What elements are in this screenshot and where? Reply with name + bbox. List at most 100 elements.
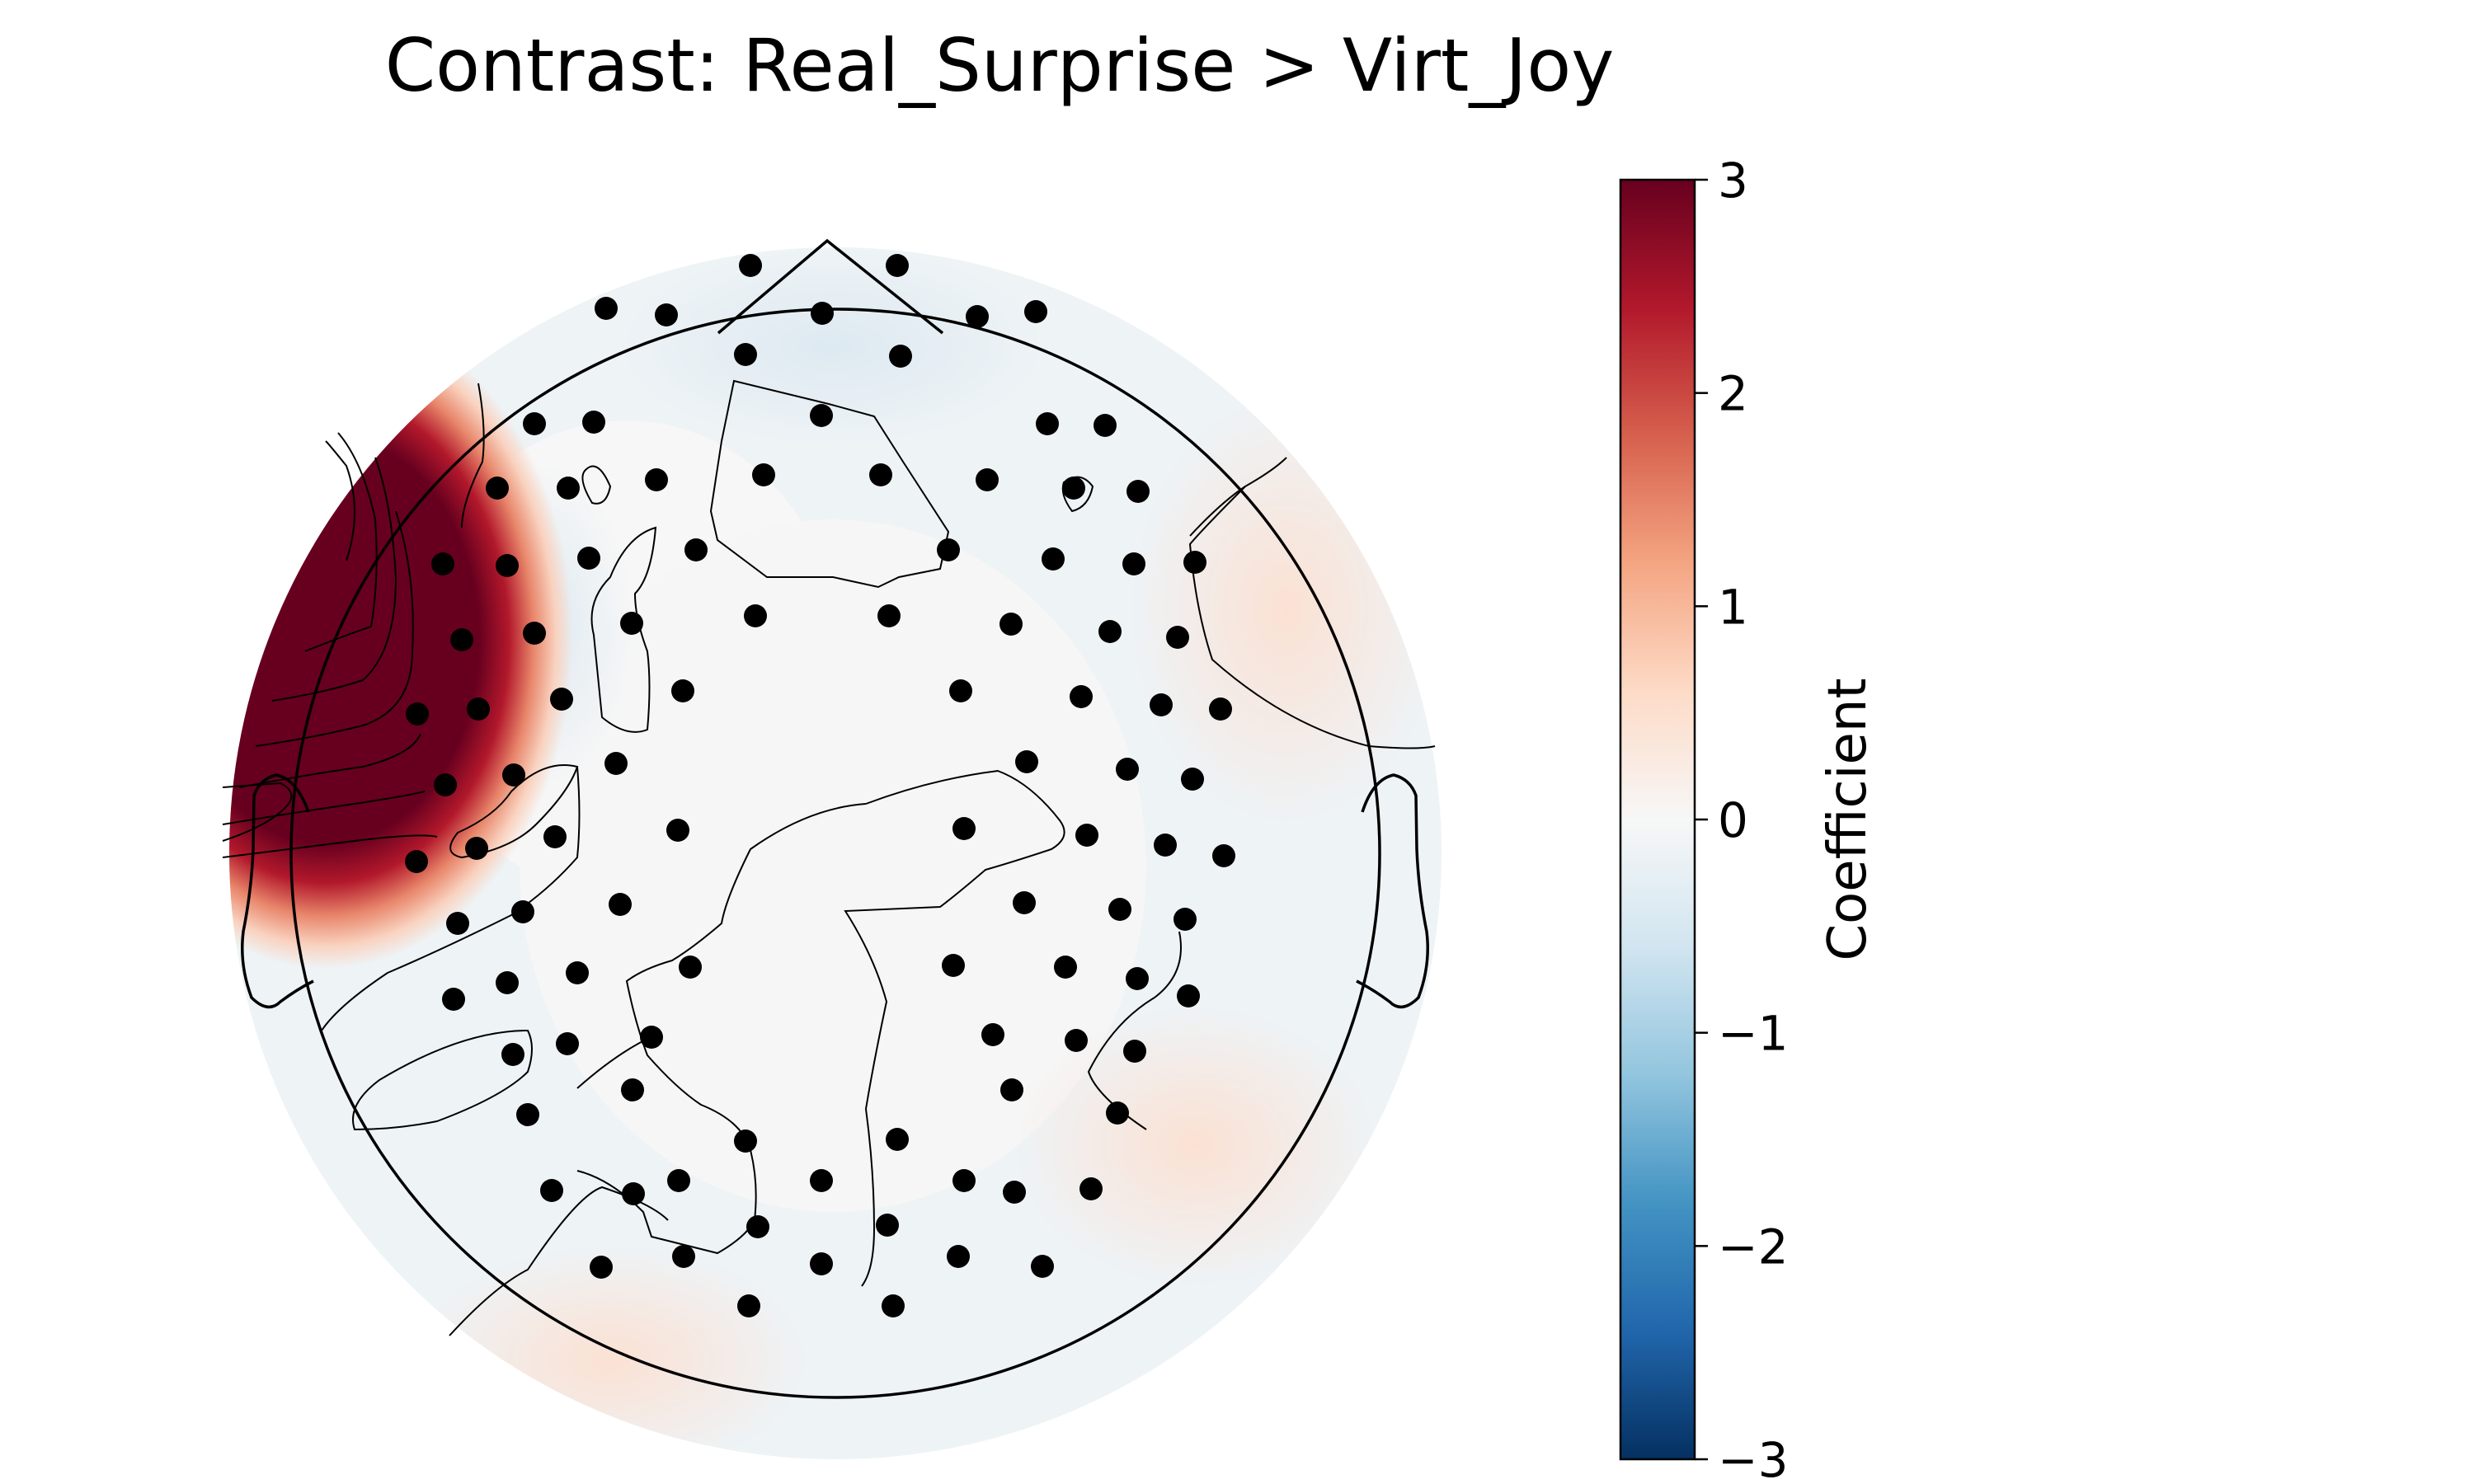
- sensor-marker: [876, 1214, 899, 1237]
- sensor-marker: [1150, 693, 1173, 716]
- sensor-marker: [810, 1169, 833, 1192]
- head-outline: [241, 238, 1429, 1399]
- contour-line: [321, 766, 581, 1031]
- sensor-marker: [1209, 697, 1232, 721]
- sensor-marker: [744, 604, 767, 627]
- sensor-marker: [737, 1294, 760, 1317]
- sensor-marker: [667, 1169, 690, 1192]
- sensor-marker: [1183, 551, 1206, 574]
- sensor-marker: [1116, 758, 1139, 781]
- sensor-marker: [869, 463, 892, 486]
- contour-line: [1061, 476, 1094, 513]
- sensor-marker: [1015, 750, 1038, 773]
- sensor-marker: [999, 613, 1023, 636]
- sensor-marker: [746, 1215, 769, 1238]
- sensor-marker: [502, 763, 525, 787]
- sensor-marker: [811, 302, 834, 325]
- sensor-marker: [446, 912, 469, 935]
- sensor-marker: [1166, 626, 1189, 649]
- field-cool-frontal: [618, 247, 1047, 445]
- colorbar-tick-label: 1: [1718, 579, 1748, 635]
- chart-title: Contrast: Real_Surprise > Virt_Joy: [385, 23, 1615, 108]
- sensor-marker: [966, 305, 989, 328]
- sensor-marker: [582, 411, 605, 434]
- sensor-marker: [434, 773, 457, 796]
- sensor-marker: [752, 463, 775, 486]
- sensor-marker: [1122, 552, 1145, 575]
- sensor-marker: [540, 1179, 563, 1202]
- sensor-marker: [1098, 620, 1122, 643]
- field-warm-right-posterior: [1014, 1006, 1377, 1286]
- sensor-marker: [1054, 956, 1077, 979]
- sensor-marker: [810, 404, 833, 427]
- contour-line: [461, 383, 485, 528]
- sensor-marker: [1108, 898, 1131, 921]
- sensor-marker: [734, 1129, 757, 1153]
- sensor-marker: [486, 477, 509, 500]
- sensor-marker: [886, 254, 909, 277]
- topomap: [222, 238, 1442, 1459]
- contour-line: [590, 526, 657, 733]
- contour-line: [255, 510, 414, 747]
- sensor-marker: [952, 1169, 976, 1192]
- sensor-marker: [465, 837, 488, 860]
- sensor-marker: [1075, 824, 1098, 847]
- sensor-marker: [595, 297, 618, 320]
- sensor-marker: [577, 547, 600, 570]
- colorbar-gradient: [1619, 178, 1696, 1461]
- sensor-marker: [1000, 1078, 1023, 1101]
- sensor-marker: [671, 679, 694, 702]
- contour-line: [222, 834, 438, 858]
- sensor-marker: [496, 554, 519, 577]
- sensor-marker: [1036, 412, 1059, 435]
- sensor-marker: [886, 1128, 909, 1151]
- sensor-marker: [557, 477, 580, 500]
- topomap-field: [229, 247, 1442, 1459]
- contour-line: [222, 782, 293, 842]
- contour-lines: [222, 379, 1436, 1336]
- sensor-marker: [431, 552, 454, 575]
- sensor-marker: [556, 1032, 579, 1055]
- colorbar-label: Coefficient: [1818, 678, 1879, 960]
- contour-line: [844, 769, 1065, 1287]
- sensor-marker: [1079, 1177, 1103, 1200]
- sensor-marker: [1024, 300, 1047, 323]
- contour-line: [1087, 931, 1182, 1130]
- sensor-marker: [679, 956, 702, 979]
- sensor-marker: [1042, 547, 1065, 571]
- sensor-marker: [1106, 1101, 1129, 1125]
- sensor-marker: [523, 412, 546, 435]
- sensor-marker: [1031, 1255, 1054, 1278]
- sensor-marker: [405, 850, 428, 873]
- sensor-marker: [684, 538, 708, 561]
- sensor-marker: [523, 622, 546, 645]
- sensor-marker: [450, 628, 473, 651]
- sensor-marker: [550, 688, 573, 711]
- sensor-markers: [405, 254, 1235, 1317]
- sensor-marker: [645, 468, 668, 491]
- sensor-marker: [1065, 1029, 1088, 1052]
- sensor-marker: [937, 538, 960, 561]
- field-warm-left-posterior: [412, 1245, 808, 1459]
- sensor-marker: [666, 819, 689, 842]
- sensor-marker: [877, 604, 901, 627]
- colorbar-tick-label: 2: [1718, 366, 1748, 422]
- sensor-marker: [496, 971, 519, 994]
- sensor-marker: [621, 1078, 644, 1101]
- sensor-marker: [1154, 834, 1177, 857]
- sensor-marker: [734, 343, 757, 366]
- colorbar-tick-label: −1: [1718, 1006, 1789, 1062]
- contour-line: [238, 733, 421, 788]
- contour-line: [325, 440, 355, 561]
- sensor-marker: [1062, 477, 1085, 500]
- ear-right: [1356, 773, 1429, 1009]
- sensor-marker: [501, 1043, 524, 1066]
- field-hotspot-left: [229, 309, 573, 969]
- sensor-marker: [1181, 768, 1204, 791]
- nose: [717, 238, 944, 335]
- sensor-marker: [672, 1245, 695, 1268]
- contour-line: [1188, 486, 1436, 749]
- sensor-marker: [1013, 891, 1036, 914]
- sensor-marker: [976, 468, 999, 491]
- sensor-marker: [1094, 414, 1117, 437]
